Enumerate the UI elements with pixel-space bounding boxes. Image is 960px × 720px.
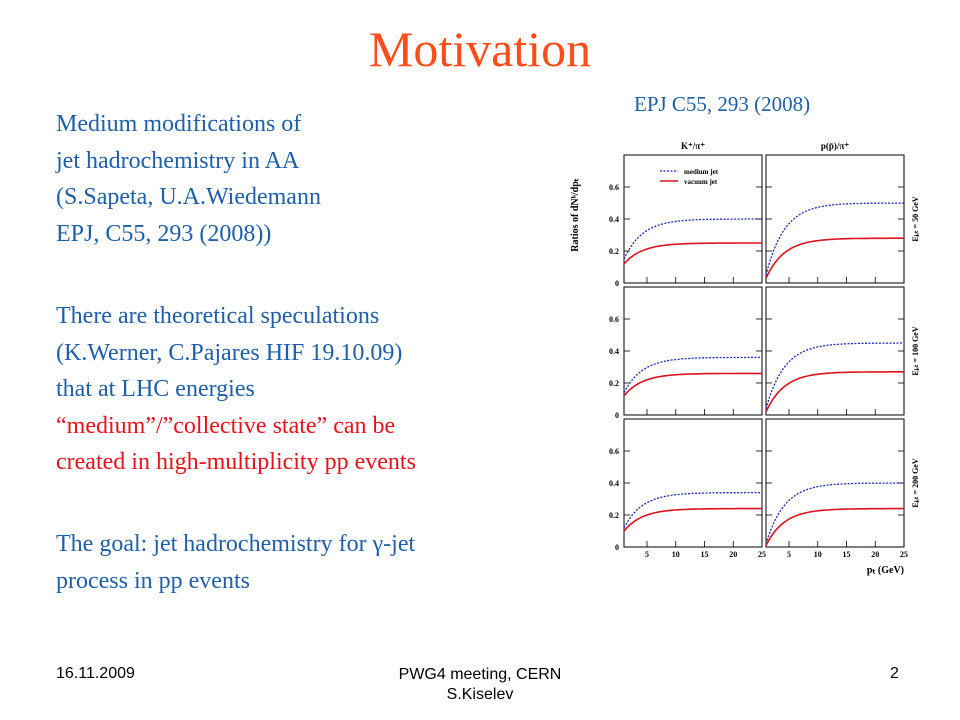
y-tick-label: 0: [615, 543, 619, 552]
text-line: (S.Sapeta, U.A.Wiedemann: [56, 184, 321, 210]
text-line: that at LHC energies: [56, 376, 255, 402]
x-tick-label: 15: [843, 550, 851, 559]
y-tick-label: 0.4: [609, 215, 619, 224]
medium-jet-line: [623, 356, 762, 393]
footer-author: S.Kiselev: [446, 686, 514, 703]
page-number: 2: [890, 665, 899, 682]
paragraph-goal: The goal: jet hadrochemistry for γ-jet p…: [56, 526, 415, 599]
panel-frame: [623, 286, 763, 416]
text-line: process in pp events: [56, 567, 250, 594]
vacuum-jet-line: [765, 237, 904, 279]
row-label-energy: Eⱼₑₜ = 50 GeV: [911, 196, 920, 241]
y-tick-label: 0.2: [609, 379, 619, 388]
text-line: Medium modifications of: [56, 111, 302, 137]
text-line-highlight: “medium”/”collective state” can be: [56, 412, 396, 439]
legend-vacuum-label: vacuum jet: [684, 178, 718, 186]
y-tick-label: 0.4: [609, 347, 619, 356]
text-line-highlight: created in high-multiplicity pp events: [56, 449, 416, 475]
column-title: p(p̄)/π⁺: [821, 141, 849, 151]
row-label-energy: Eⱼₑₜ = 200 GeV: [911, 458, 920, 507]
y-tick-label: 0: [615, 411, 619, 420]
y-axis-label: Ratios of dNʰ/dpₜ: [570, 178, 581, 251]
y-tick-label: 0.2: [609, 247, 619, 256]
x-tick-label: 15: [701, 550, 709, 559]
x-tick-label: 10: [672, 550, 680, 559]
legend-medium-label: medium jet: [684, 168, 719, 176]
y-tick-label: 0: [615, 279, 619, 288]
y-tick-label: 0.6: [609, 447, 619, 456]
row-label-energy: Eⱼₑₜ = 100 GeV: [911, 326, 920, 375]
footer-date: 16.11.2009: [56, 665, 135, 682]
medium-jet-line: [623, 218, 762, 260]
text-line: EPJ, C55, 293 (2008)): [56, 220, 272, 247]
text-line: jet hadrochemistry in AA: [56, 147, 300, 174]
y-tick-label: 0.6: [609, 183, 619, 192]
x-tick-label: 5: [645, 550, 649, 559]
vacuum-jet-line: [623, 242, 762, 265]
panel-frame: [765, 286, 905, 416]
x-tick-label: 25: [758, 550, 766, 559]
paragraph-speculations: There are theoretical speculations (K.We…: [56, 298, 416, 481]
vacuum-jet-line: [623, 507, 762, 532]
vacuum-jet-line: [765, 371, 904, 413]
ratio-figure: K⁺/π⁺ p(p̄)/π⁺ 0 0.2 0.4 0.6 Eⱼₑₜ = 50 GeV 0 0.2…: [570, 141, 920, 576]
vacuum-jet-line: [623, 372, 762, 397]
x-tick-label: 5: [787, 550, 791, 559]
panel-frame: [623, 418, 763, 548]
medium-jet-line: [623, 491, 762, 529]
x-tick-label: 10: [814, 550, 822, 559]
x-tick-label: 25: [900, 550, 908, 559]
medium-jet-line: [765, 482, 904, 545]
column-title: K⁺/π⁺: [681, 141, 705, 151]
x-tick-label: 20: [729, 550, 737, 559]
x-tick-label: 20: [871, 550, 879, 559]
panel-frame: [765, 154, 905, 284]
vacuum-jet-line: [765, 507, 904, 546]
x-axis-label: pₜ (GeV): [867, 565, 904, 576]
text-line: There are theoretical speculations: [56, 303, 380, 329]
slide-title: Motivation: [368, 21, 592, 77]
paragraph-medium-modifications: Medium modifications of jet hadrochemist…: [56, 106, 321, 252]
medium-jet-line: [765, 342, 904, 409]
y-tick-label: 0.6: [609, 315, 619, 324]
y-tick-label: 0.2: [609, 511, 619, 520]
footer-meeting: PWG4 meeting, CERN S.Kiselev: [380, 665, 580, 705]
text-line: (K.Werner, C.Pajares HIF 19.10.09): [56, 339, 403, 366]
reference-citation: EPJ C55, 293 (2008): [634, 92, 811, 116]
text-line: The goal: jet hadrochemistry for γ-jet: [56, 531, 416, 557]
footer-meeting-line: PWG4 meeting, CERN: [398, 666, 562, 683]
y-tick-label: 0.4: [609, 479, 619, 488]
medium-jet-line: [765, 202, 904, 276]
